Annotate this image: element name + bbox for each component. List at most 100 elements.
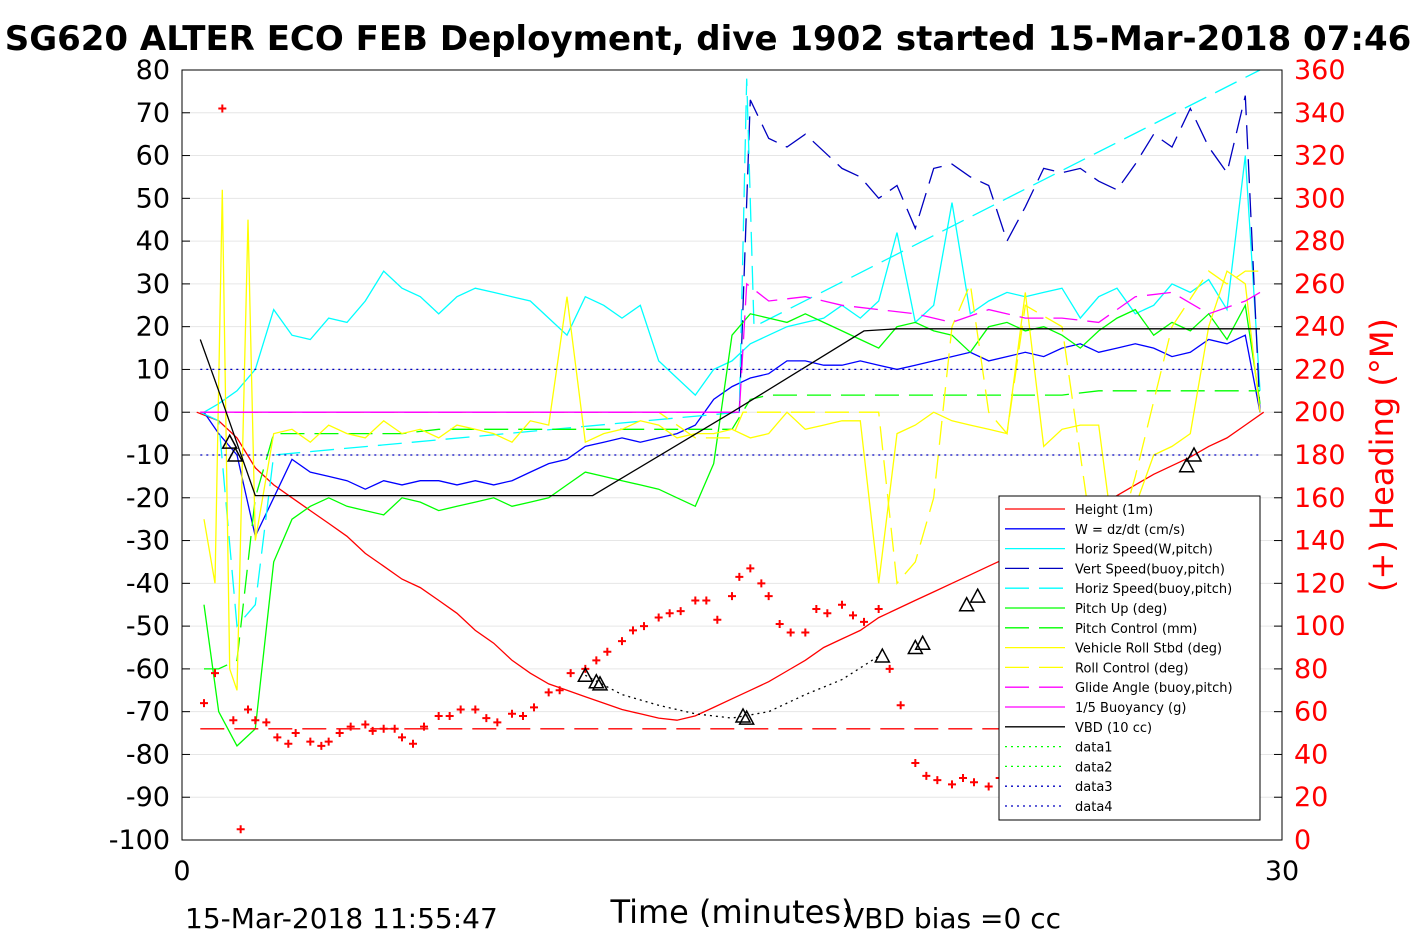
heading-point [801,628,810,637]
y-tick-label: 40 [136,226,170,257]
heading-point [346,722,355,731]
heading-point [896,701,905,710]
y-tick-label: -60 [126,654,170,685]
heading-point [273,733,282,742]
series-line-4 [200,69,1261,628]
series-line-2 [203,155,1261,413]
heading-point [911,759,920,767]
heading-point [702,596,711,605]
heading-point [874,605,883,613]
y-right-tick-label: 200 [1294,397,1346,428]
series-line-7 [203,189,1261,691]
heading-point [482,714,491,723]
heading-point [676,607,685,616]
heading-point [948,780,956,789]
heading-point [823,609,832,618]
legend-label: Glide Angle (buoy,pitch) [1075,681,1233,696]
heading-point [508,709,516,718]
y-tick-label: -100 [109,825,170,856]
left-axis: 80 70 60 50 40 30 20 10 0 -10 -20 -30 -40 -50 -60 -70 -8… [109,55,190,856]
y-right-tick-label: 160 [1294,483,1346,514]
chart-title: SG620 ALTER ECO FEB Deployment, dive 190… [5,19,1412,59]
series-line-6 [204,390,1260,670]
heading-point [390,724,399,733]
y-right-tick-label: 260 [1294,269,1346,300]
x-tick-label: 30 [1265,856,1299,887]
heading-point [445,711,454,720]
y-right-tick-label: 320 [1294,141,1346,172]
triangle-marker [969,587,986,603]
y-tick-label: -50 [126,611,170,642]
y-right-tick-label: 220 [1294,354,1346,385]
y-right-tick-label: 0 [1294,825,1311,856]
legend-label: Pitch Control (mm) [1075,622,1197,637]
legend-label: data2 [1075,760,1113,775]
triangle-marker [588,673,605,689]
heading-point [211,669,219,678]
heading-point [735,572,744,581]
y-right-tick-label: 100 [1294,611,1346,642]
y-tick-label: 30 [136,269,170,300]
triangle-marker [1178,457,1195,473]
y-right-tick-label: 20 [1294,782,1328,813]
y-tick-label: -70 [126,697,170,728]
triangle-marker [734,707,752,723]
heading-point [420,722,428,731]
triangle-marker [907,638,924,655]
y-right-tick-label: 340 [1294,98,1346,129]
heading-point [849,611,857,620]
heading-point [933,776,942,785]
legend-label: 1/5 Buoyancy (g) [1075,701,1186,716]
heading-point [757,579,766,588]
right-axis: 3603403203002802602402202001801601401201… [1274,55,1346,856]
y-right-tick-label: 280 [1294,226,1346,257]
y-tick-label: 20 [136,312,170,343]
triangle-marker [591,675,609,691]
heading-point [885,664,894,673]
y-tick-label: -80 [126,739,170,770]
legend-label: data3 [1075,780,1113,795]
y-right-tick-label: 300 [1294,183,1346,214]
heading-point [544,688,553,697]
heading-point [746,564,755,573]
triangle-marker [221,433,238,449]
heading-point [291,729,300,738]
heading-point [691,596,700,605]
heading-point [984,782,993,791]
heading-point [361,720,370,729]
heading-point [728,592,736,601]
heading-point [244,705,252,714]
legend-label: data1 [1075,741,1113,756]
y-tick-label: 0 [153,397,170,428]
legend-label: Vert Speed(buoy,pitch) [1075,562,1225,577]
triangle-marker [738,709,755,725]
heading-point [775,619,784,628]
series-line-3 [738,95,1261,413]
footer-vbd-bias: VBD bias =0 cc [845,902,1061,935]
heading-point [654,613,663,622]
triangle-marker [874,647,891,663]
y-tick-label: -90 [126,782,170,813]
y-tick-label: 10 [136,354,170,385]
triangle-marker [226,446,244,462]
y-right-tick-label: 240 [1294,312,1346,343]
y-tick-label: -10 [126,440,170,471]
legend: Height (1m) W = dz/dt (cm/s) Horiz Speed(W… [998,495,1261,821]
heading-point [324,737,333,746]
y-tick-label: 80 [136,55,170,86]
legend-label: Horiz Speed(buoy,pitch) [1075,582,1232,597]
heading-point [519,711,527,720]
legend-label: Pitch Up (deg) [1075,602,1167,617]
y-tick-label: -20 [126,483,170,514]
heading-point [640,622,648,631]
legend-label: data4 [1075,800,1113,815]
extra-line-1 [584,655,880,719]
x-axis-label: Time (minutes) [610,893,854,931]
heading-point [284,739,293,748]
heading-point [262,718,271,727]
heading-point [603,647,612,656]
heading-point [959,773,967,782]
heading-point [629,626,637,635]
heading-point [838,600,846,609]
y-right-tick-label: 180 [1294,440,1346,471]
